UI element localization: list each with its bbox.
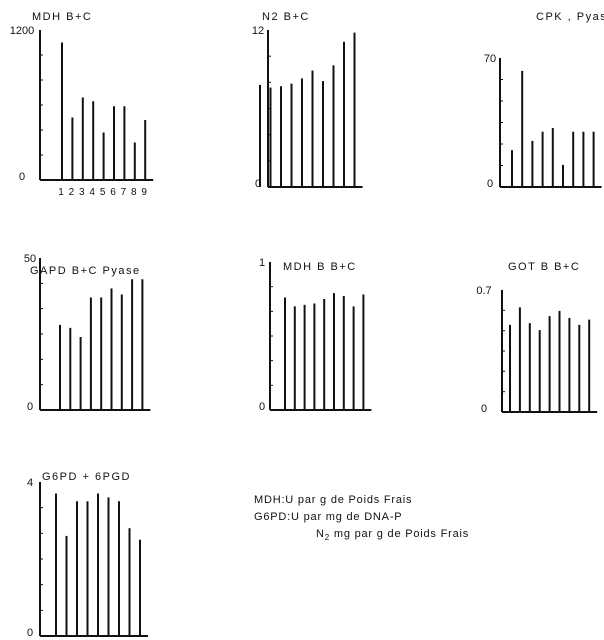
chart-1-category-label: 3 (79, 187, 85, 198)
chart-5-title: MDH B B+C (283, 261, 357, 273)
chart-2-ytick-min: 0 (255, 178, 261, 190)
chart-7-ytick-max: 4 (27, 477, 33, 489)
chart-4-ytick-max: 50 (24, 253, 36, 265)
chart-7-title: G6PD + 6PGD (42, 471, 131, 483)
chart-3-title: CPK , Pyase (536, 11, 604, 23)
chart-1-category-label: 6 (110, 187, 116, 198)
chart-5-ytick-max: 1 (259, 257, 265, 269)
chart-6-ytick-min: 0 (481, 403, 487, 415)
chart-1-title: MDH B+C (32, 11, 92, 23)
chart-1-category-label: 4 (89, 187, 95, 198)
chart-3-ytick-min: 0 (487, 178, 493, 190)
legend-n2-symbol: N (316, 528, 325, 540)
chart-2-ytick-max: 12 (252, 25, 264, 37)
legend-n2-units: N2 mg par g de Poids Frais (254, 526, 469, 546)
legend-g6pd-units: G6PD:U par mg de DNA-P (254, 511, 403, 523)
legend-n2-text: mg par g de Poids Frais (330, 528, 470, 540)
chart-1-ytick-max: 1200 (10, 25, 34, 37)
chart-6-title: GOT B B+C (508, 261, 580, 273)
chart-6-ytick-max: 0.7 (476, 285, 491, 297)
chart-5-ytick-min: 0 (259, 401, 265, 413)
legend-mdh-units: MDH:U par g de Poids Frais (254, 494, 413, 506)
chart-2-title: N2 B+C (262, 11, 310, 23)
chart-1-category-label: 7 (121, 187, 127, 198)
chart-4-title: GAPD B+C Pyase (30, 265, 141, 277)
chart-1-ytick-min: 0 (19, 171, 25, 183)
chart-3-ytick-max: 70 (484, 53, 496, 65)
chart-1-category-label: 8 (131, 187, 137, 198)
chart-1-category-label: 2 (69, 187, 75, 198)
chart-4-ytick-min: 0 (27, 401, 33, 413)
chart-1-category-label: 9 (141, 187, 147, 198)
legend-n2-subscript: 2 (324, 533, 330, 543)
units-legend: MDH:U par g de Poids Frais G6PD:U par mg… (254, 492, 469, 546)
chart-1-category-label: 1 (58, 187, 64, 198)
chart-1-category-label: 5 (100, 187, 106, 198)
chart-7-ytick-min: 0 (27, 627, 33, 639)
